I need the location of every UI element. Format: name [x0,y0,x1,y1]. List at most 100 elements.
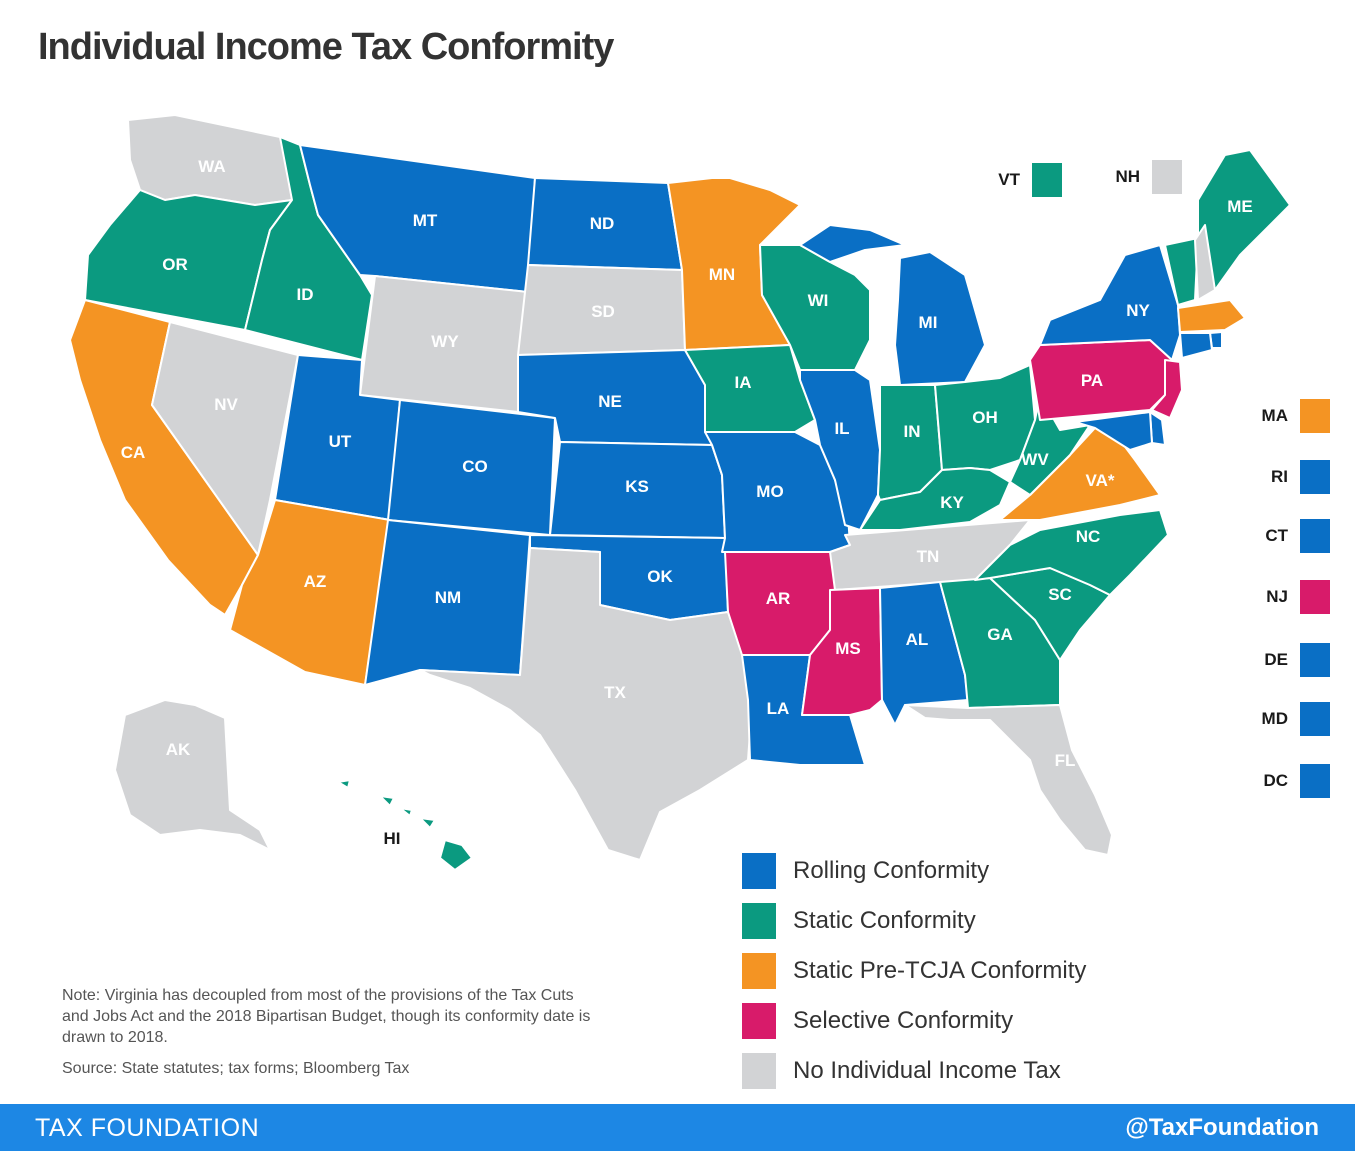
state-label-ca: CA [121,443,146,462]
state-label-wv: WV [1021,450,1049,469]
small-state-nh: NH [1080,160,1182,194]
state-label-al: AL [906,630,929,649]
state-label-mo: MO [756,482,783,501]
state-label-mn: MN [709,265,735,284]
legend-item-selective: Selective Conformity [742,996,1086,1046]
state-label-in: IN [904,422,921,441]
legend-label: Rolling Conformity [793,857,990,884]
small-state-label: NH [1115,167,1140,186]
legend-item-none: No Individual Income Tax [742,1046,1086,1096]
state-md [1074,411,1153,451]
state-ny [1039,244,1181,361]
small-state-ri: RI [1228,460,1330,494]
state-ky [859,467,1011,531]
state-fl [904,704,1113,856]
state-mi [799,224,986,386]
legend-item-rolling: Rolling Conformity [742,846,1086,896]
state-label-hi: HI [384,829,401,848]
legend-label: Static Pre-TCJA Conformity [793,957,1087,984]
state-label-wi: WI [808,291,829,310]
small-state-vt: VT [960,163,1062,197]
state-label-ne: NE [598,392,622,411]
small-state-dc: DC [1228,764,1330,798]
small-state-swatch [1300,580,1330,614]
state-label-me: ME [1227,197,1253,216]
small-state-swatch [1300,764,1330,798]
state-label-az: AZ [304,572,327,591]
legend-swatch [742,903,776,939]
state-label-fl: FL [1055,751,1076,770]
state-vt [1164,237,1199,306]
state-label-mt: MT [413,211,438,230]
state-label-oh: OH [972,408,998,427]
state-label-va: VA* [1086,471,1115,490]
source-text: Source: State statutes; tax forms; Bloom… [62,1060,410,1077]
state-ak [114,699,271,851]
state-label-sc: SC [1048,585,1072,604]
state-label-or: OR [162,255,188,274]
small-state-label: DC [1263,771,1288,790]
state-nc [974,509,1169,596]
small-state-swatch [1300,519,1330,553]
state-nh [1194,224,1216,301]
small-state-md: MD [1228,702,1330,736]
state-label-mi: MI [919,313,938,332]
small-state-de: DE [1228,643,1330,677]
footer-brand: TAX FOUNDATION [35,1114,260,1142]
legend: Rolling Conformity Static Conformity Stati… [742,846,1086,1096]
legend-swatch [742,1003,776,1039]
legend-swatch [742,853,776,889]
legend-label: Static Conformity [793,907,976,934]
state-label-nv: NV [214,395,238,414]
state-label-ga: GA [987,625,1013,644]
state-label-il: IL [834,419,849,438]
state-label-pa: PA [1081,371,1103,390]
small-state-swatch [1300,399,1330,433]
state-il [799,369,881,531]
state-label-ok: OK [647,567,673,586]
state-label-ny: NY [1126,301,1150,320]
state-wv [1009,394,1091,496]
legend-swatch [742,1053,776,1089]
state-nj [1151,359,1183,419]
legend-swatch [742,953,776,989]
state-label-ut: UT [329,432,352,451]
small-state-nj: NJ [1228,580,1330,614]
small-state-label: CT [1265,526,1288,545]
small-state-label: MD [1261,709,1288,728]
small-state-ma: MA [1228,399,1330,433]
state-label-co: CO [462,457,488,476]
legend-label: Selective Conformity [793,1007,1014,1034]
footer-handle: @TaxFoundation [1125,1114,1319,1141]
small-state-ct: CT [1228,519,1330,553]
state-label-ia: IA [735,373,752,392]
legend-item-static: Static Conformity [742,896,1086,946]
state-ct [1179,332,1213,359]
small-state-label: RI [1271,467,1288,486]
state-label-la: LA [767,699,790,718]
state-label-nc: NC [1076,527,1101,546]
small-state-swatch [1300,702,1330,736]
small-state-swatch [1300,460,1330,494]
state-label-tn: TN [917,547,940,566]
state-label-tx: TX [604,683,626,702]
page-title: Individual Income Tax Conformity [38,26,614,68]
legend-label: No Individual Income Tax [793,1057,1061,1084]
state-nv [151,321,299,556]
small-state-swatch [1032,163,1062,197]
state-label-ky: KY [940,493,964,512]
note-text: Note: Virginia has decoupled from most o… [62,987,591,1046]
state-label-ar: AR [766,589,791,608]
small-state-label: MA [1261,406,1288,425]
small-state-label: NJ [1266,587,1288,606]
state-hi [337,779,473,871]
small-state-swatch [1152,160,1182,194]
footer-bar: TAX FOUNDATION @TaxFoundation [0,1104,1355,1151]
small-state-label: DE [1264,650,1288,669]
state-label-nm: NM [435,588,461,607]
legend-item-pre-tcja: Static Pre-TCJA Conformity [742,946,1086,996]
state-ma [1177,299,1246,333]
small-state-swatch [1300,643,1330,677]
state-label-wy: WY [431,332,459,351]
